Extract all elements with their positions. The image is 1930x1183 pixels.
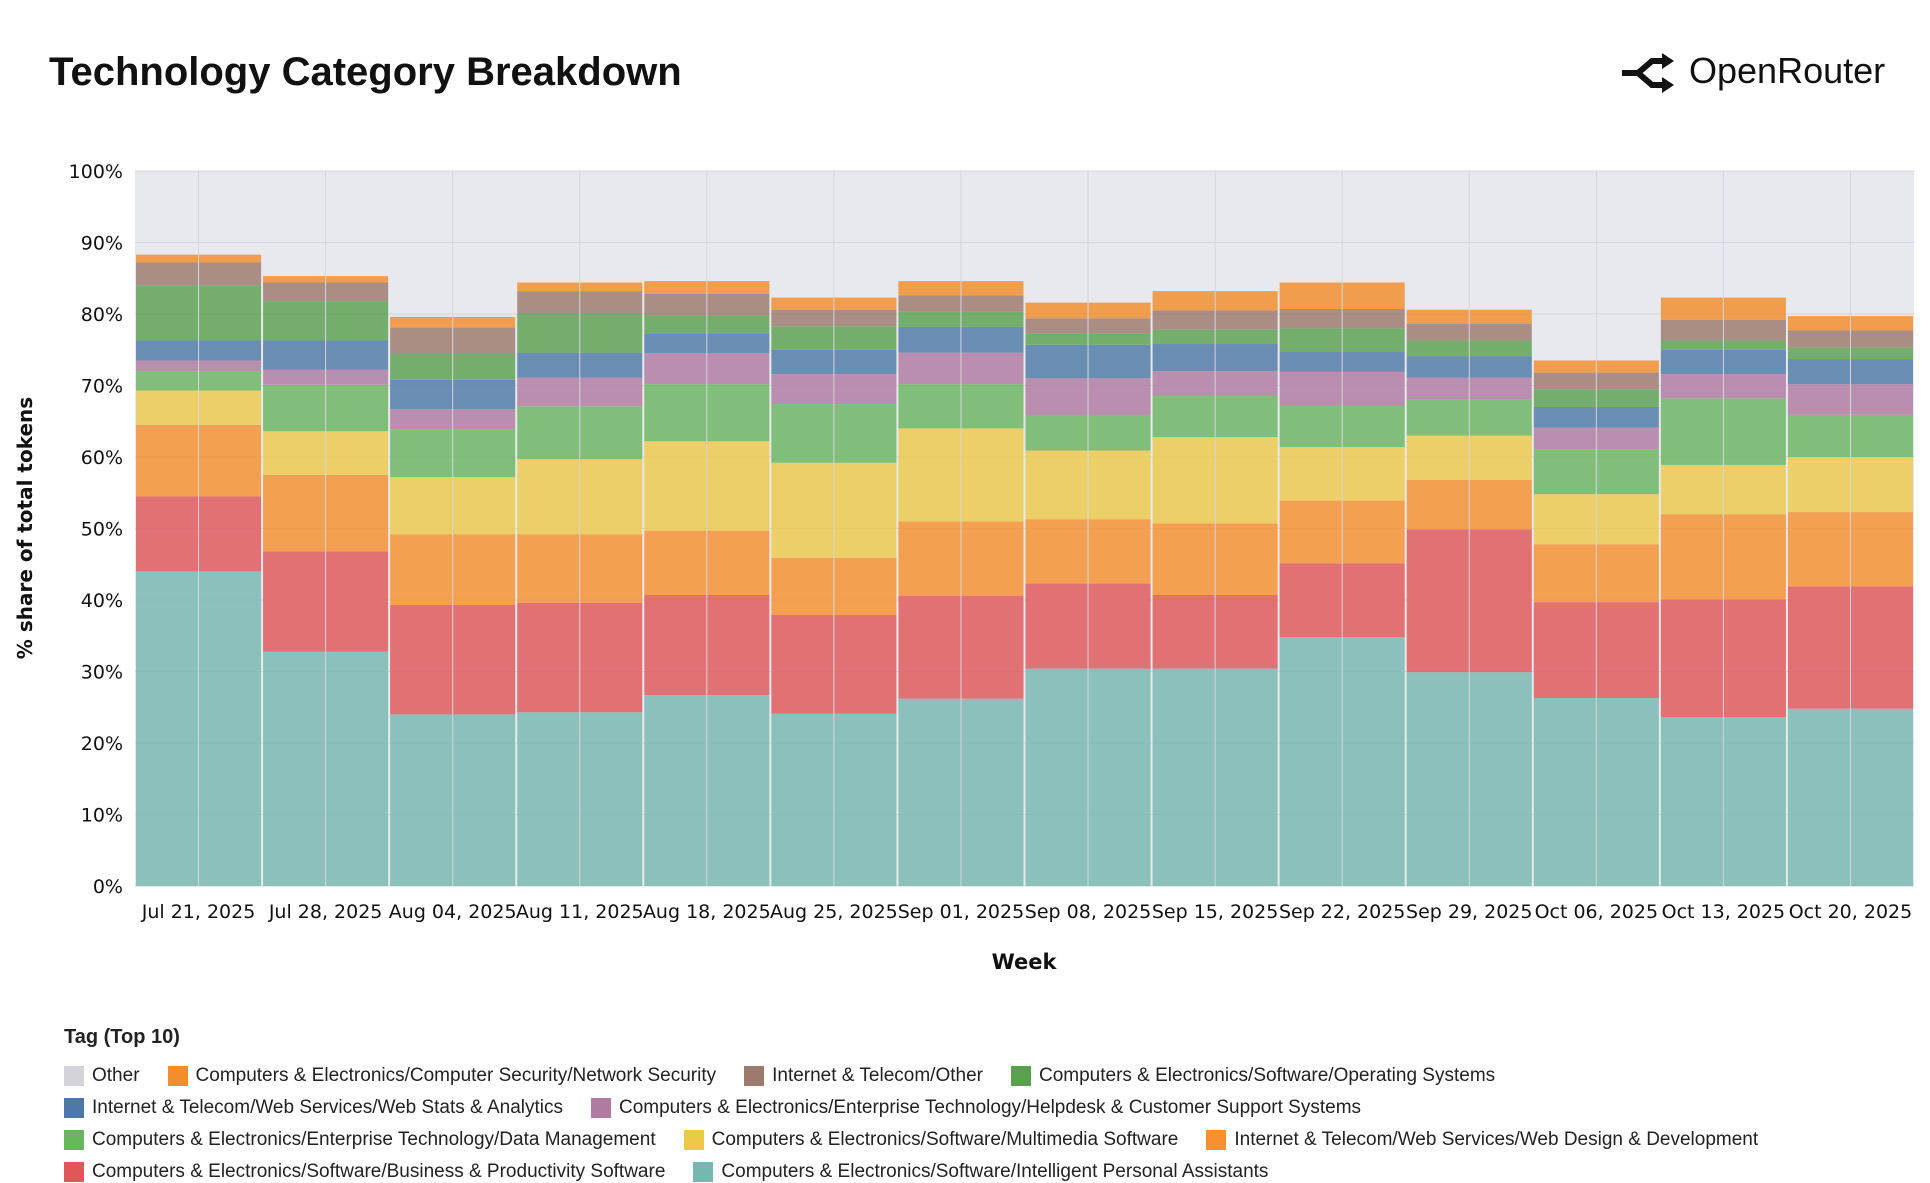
legend-item: Other [64,1065,140,1087]
legend-label: Computers & Electronics/Software/Multime… [711,1129,1179,1150]
y-tick-label: 30% [81,662,123,684]
legend-swatch [64,1066,84,1086]
x-tick-label: Aug 11, 2025 [516,901,644,923]
chart-title: Technology Category Breakdown [49,50,682,94]
legend-item: Computers & Electronics/Software/Multime… [683,1129,1179,1151]
x-tick-label: Oct 20, 2025 [1789,901,1913,923]
legend-label: Other [92,1065,140,1086]
x-tick-label: Sep 01, 2025 [898,901,1024,923]
y-tick-label: 50% [81,519,123,541]
x-axis-label: Week [992,950,1058,974]
y-tick-label: 10% [81,805,123,827]
legend-swatch [744,1066,765,1086]
x-tick-label: Sep 15, 2025 [1152,901,1278,923]
legend-title: Tag (Top 10) [64,1026,180,1048]
legend-swatch [64,1162,84,1182]
legend-items: Other Computers & Electronics/Computer Se… [64,1065,1884,1183]
legend-item: Internet & Telecom/Other [744,1065,983,1087]
y-axis-label: % share of total tokens [13,397,37,659]
x-tick-label: Jul 21, 2025 [141,901,256,923]
legend-swatch [693,1162,714,1182]
legend-label: Internet & Telecom/Other [772,1065,983,1086]
legend-swatch [167,1066,188,1086]
legend-label: Internet & Telecom/Web Services/Web Desi… [1234,1129,1759,1150]
legend-item: Computers & Electronics/Software/Busines… [64,1161,665,1183]
y-tick-label: 0% [93,876,123,898]
legend-item: Computers & Electronics/Software/Intelli… [693,1161,1268,1183]
x-tick-label: Aug 18, 2025 [643,901,771,923]
brand-name: OpenRouter [1689,50,1885,91]
legend-swatch [1206,1130,1227,1150]
x-tick-label: Aug 04, 2025 [389,901,517,923]
x-tick-label: Aug 25, 2025 [770,901,898,923]
y-tick-label: 100% [69,161,123,183]
legend-item: Computers & Electronics/Software/Operati… [1010,1065,1496,1087]
x-tick-label: Sep 22, 2025 [1279,901,1405,923]
y-tick-label: 60% [81,447,123,469]
x-tick-label: Sep 29, 2025 [1406,901,1532,923]
legend-swatch [591,1098,611,1118]
legend-item: Computers & Electronics/Enterprise Techn… [64,1129,656,1151]
legend-label: Computers & Electronics/Software/Operati… [1038,1065,1496,1086]
legend-label: Internet & Telecom/Web Services/Web Stat… [92,1097,563,1118]
legend-item: Computers & Electronics/Computer Securit… [167,1065,717,1087]
legend-label: Computers & Electronics/Computer Securit… [195,1065,717,1086]
brand-logo [1622,53,1674,93]
legend: Tag (Top 10) Other Computers & Electronic… [64,1026,1914,1183]
y-tick-label: 20% [81,733,123,755]
legend-label: Computers & Electronics/Enterprise Techn… [92,1129,656,1150]
legend-label: Computers & Electronics/Software/Intelli… [721,1161,1269,1182]
legend-label: Computers & Electronics/Software/Busines… [92,1161,666,1182]
legend-item: Computers & Electronics/Enterprise Techn… [591,1097,1361,1119]
legend-label: Computers & Electronics/Enterprise Techn… [619,1097,1362,1118]
legend-swatch [1010,1066,1031,1086]
y-tick-label: 80% [81,304,123,326]
x-tick-label: Oct 13, 2025 [1662,901,1786,923]
legend-swatch [64,1098,84,1118]
chart: Technology Category Breakdown OpenRouter… [13,50,1914,974]
legend-swatch [64,1130,84,1150]
y-tick-label: 70% [81,376,123,398]
legend-item: Internet & Telecom/Web Services/Web Stat… [64,1097,563,1119]
legend-item: Internet & Telecom/Web Services/Web Desi… [1206,1129,1758,1151]
x-tick-label: Sep 08, 2025 [1025,901,1151,923]
x-tick-label: Oct 06, 2025 [1535,901,1659,923]
legend-swatch [683,1130,704,1150]
y-tick-label: 40% [81,590,123,612]
y-tick-label: 90% [81,233,123,255]
x-tick-label: Jul 28, 2025 [268,901,383,923]
